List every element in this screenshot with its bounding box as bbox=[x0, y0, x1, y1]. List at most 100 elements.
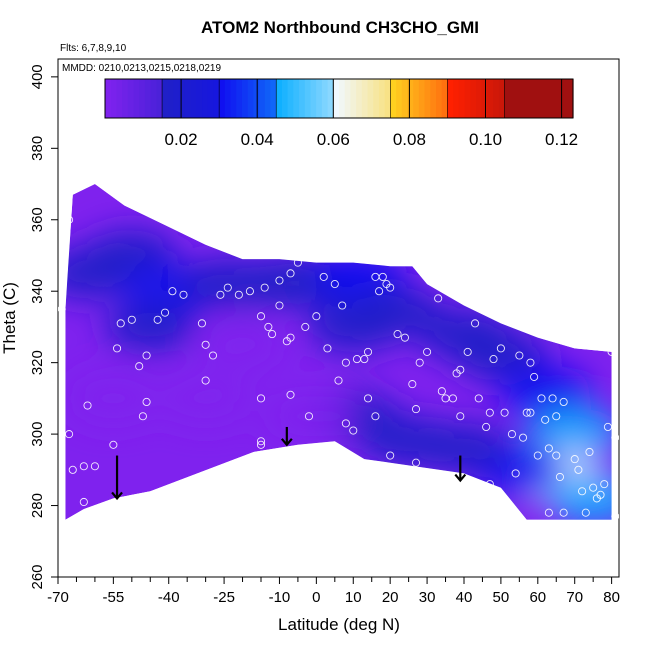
flights-text: Flts: 6,7,8,9,10 bbox=[60, 43, 127, 54]
colorbar-cell bbox=[373, 79, 380, 118]
observation-point bbox=[275, 301, 284, 310]
colorbar-cell bbox=[339, 79, 346, 118]
colorbar-cell bbox=[144, 79, 152, 118]
observation-point bbox=[223, 283, 232, 292]
colorbar-cell bbox=[167, 79, 175, 118]
observation-point bbox=[578, 487, 587, 496]
x-axis-label: Latitude (deg N) bbox=[278, 615, 400, 634]
observation-point bbox=[58, 305, 66, 314]
observation-point bbox=[386, 451, 395, 460]
colorbar-cell bbox=[367, 79, 374, 118]
observation-point bbox=[319, 272, 328, 281]
y-tick-label: 360 bbox=[29, 207, 46, 232]
observation-point bbox=[256, 440, 266, 449]
y-axis: 260 280 300 320 340 360 380 400 bbox=[29, 64, 58, 590]
colorbar-cell bbox=[538, 79, 547, 118]
observation-point bbox=[83, 401, 92, 410]
observation-point bbox=[256, 437, 266, 446]
observation-point bbox=[282, 337, 291, 346]
observation-point bbox=[581, 508, 590, 517]
colorbar-cell bbox=[150, 79, 157, 118]
colorbar-cell bbox=[481, 79, 488, 118]
observation-point bbox=[522, 408, 531, 417]
observation-point bbox=[168, 287, 177, 296]
x-tick-label: 40 bbox=[456, 589, 473, 606]
arrow-markers bbox=[111, 426, 467, 501]
x-tick-label: 20 bbox=[382, 589, 399, 606]
observation-point bbox=[411, 405, 421, 414]
colorbar-cell bbox=[156, 79, 163, 118]
colorbar-cell bbox=[207, 79, 215, 118]
y-tick-label: 380 bbox=[29, 136, 46, 161]
observation-point bbox=[471, 319, 480, 328]
observation-point bbox=[79, 497, 88, 507]
observation-point bbox=[526, 358, 535, 367]
x-tick-label: 60 bbox=[529, 589, 546, 606]
observation-point bbox=[411, 458, 421, 467]
observation-point bbox=[544, 508, 553, 517]
colorbar-cell bbox=[525, 79, 533, 118]
observation-point bbox=[286, 269, 295, 278]
colorbar-cell bbox=[133, 79, 140, 118]
colorbar-cell bbox=[333, 79, 340, 118]
colorbar-cell bbox=[293, 79, 300, 118]
observation-point bbox=[393, 330, 402, 339]
colorbar-cell bbox=[498, 79, 506, 118]
observation-point bbox=[511, 469, 520, 478]
observation-point bbox=[338, 301, 347, 310]
observation-point bbox=[507, 430, 517, 439]
observation-point bbox=[448, 394, 457, 403]
x-axis: -70 -55 -40 -25 -10 0 10 20 30 40 50 60 70 80 bbox=[47, 577, 620, 606]
observation-point bbox=[607, 347, 616, 356]
observation-point bbox=[400, 333, 409, 342]
colorbar-cell bbox=[350, 79, 357, 118]
colorbar-tick-label: 0.04 bbox=[241, 130, 274, 149]
observation-point bbox=[526, 408, 535, 417]
colorbar-cell bbox=[458, 79, 466, 118]
colorbar-cell bbox=[545, 79, 554, 118]
observation-point bbox=[334, 376, 343, 385]
observation-point bbox=[68, 465, 77, 474]
observation-point bbox=[109, 440, 118, 449]
observation-point bbox=[482, 422, 491, 432]
observation-point bbox=[90, 462, 99, 471]
observation-point bbox=[574, 465, 583, 474]
y-axis-label: Theta (C) bbox=[0, 282, 19, 354]
observation-point bbox=[456, 365, 465, 374]
observation-point bbox=[555, 472, 564, 482]
heat-field-blob bbox=[528, 408, 612, 461]
x-tick-label: 30 bbox=[419, 589, 436, 606]
observation-point bbox=[323, 344, 332, 353]
x-tick-label: -40 bbox=[158, 589, 180, 606]
observation-point bbox=[375, 287, 384, 296]
colorbar-cell bbox=[110, 79, 118, 118]
colorbar-tick-label: 0.06 bbox=[317, 130, 350, 149]
observation-point bbox=[65, 430, 74, 439]
colorbar-ticks: 0.02 0.04 0.06 0.08 0.10 0.12 bbox=[161, 79, 578, 149]
observation-point bbox=[256, 312, 266, 321]
colorbar-cell bbox=[173, 79, 180, 118]
x-tick-label: -25 bbox=[213, 589, 235, 606]
heat-field-blob bbox=[262, 390, 355, 443]
colorbar-cell bbox=[310, 79, 317, 118]
observation-point bbox=[585, 447, 594, 457]
observation-point bbox=[142, 397, 151, 407]
colorbar-cell bbox=[475, 79, 483, 118]
observation-point bbox=[116, 319, 125, 328]
colorbar-cell bbox=[407, 79, 414, 118]
observation-point bbox=[485, 408, 494, 417]
plot-area bbox=[58, 184, 619, 521]
observation-point bbox=[264, 322, 273, 331]
colorbar-cell bbox=[327, 79, 334, 118]
colorbar-cell bbox=[287, 79, 294, 118]
colorbar-tick-label: 0.12 bbox=[545, 130, 578, 149]
x-tick-label: 70 bbox=[566, 589, 583, 606]
arrow-head bbox=[280, 438, 293, 447]
colorbar-cell bbox=[304, 79, 312, 118]
observation-point bbox=[142, 351, 151, 360]
colorbar-cell bbox=[122, 79, 129, 118]
observation-point bbox=[153, 315, 162, 324]
observation-point bbox=[589, 483, 598, 492]
observation-point bbox=[160, 308, 170, 317]
